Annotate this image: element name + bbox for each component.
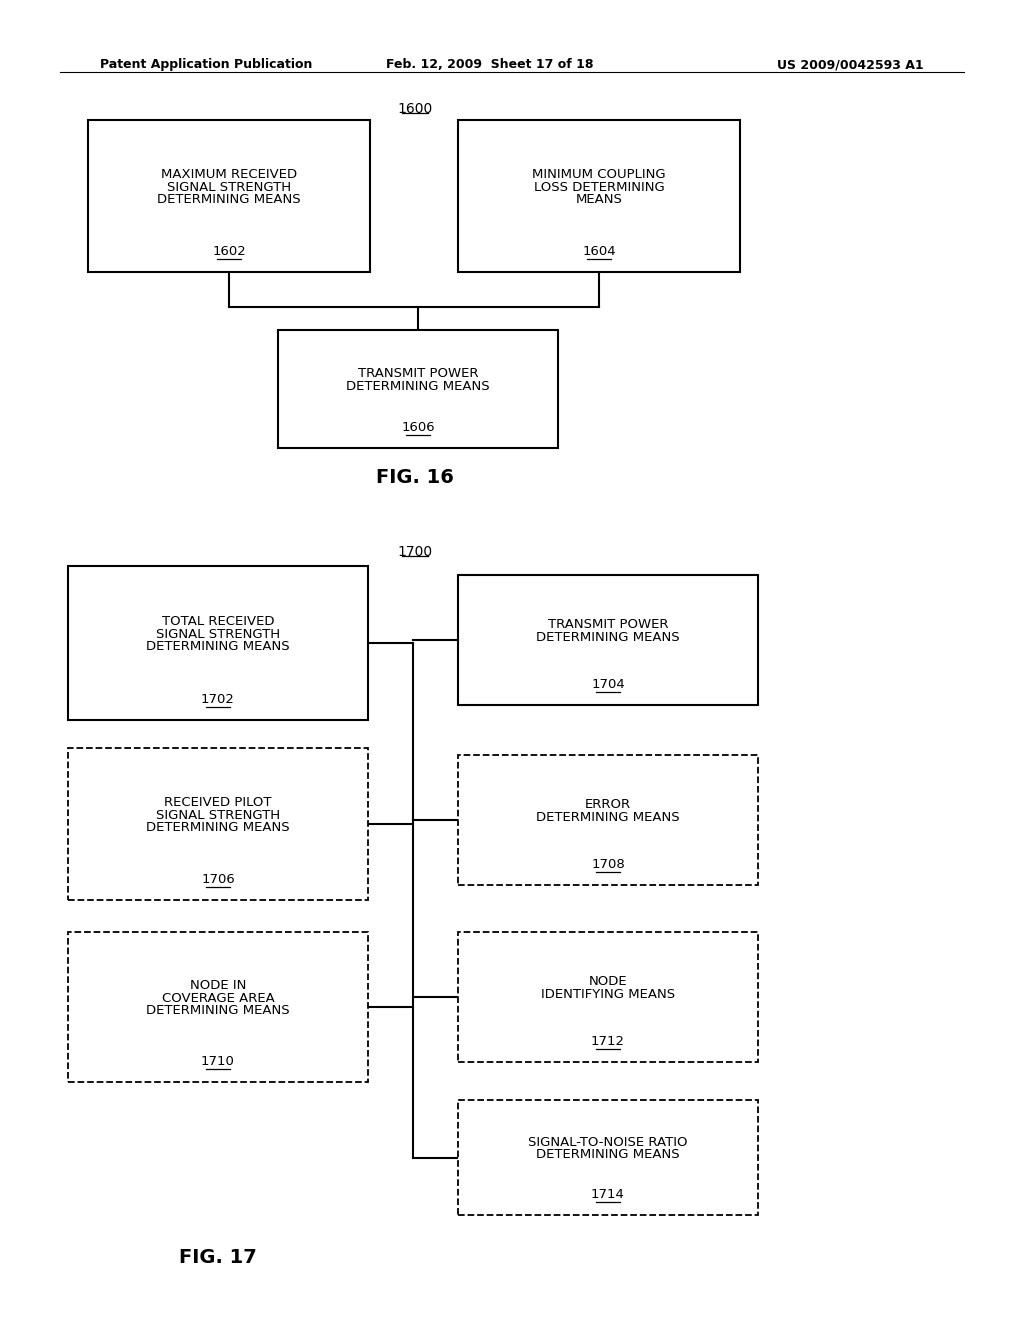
Text: DETERMINING MEANS: DETERMINING MEANS [537,810,680,824]
Bar [458,932,758,1063]
Text: MEANS: MEANS [575,193,623,206]
Bar [458,120,740,272]
Text: 1600: 1600 [397,102,432,116]
Text: NODE IN: NODE IN [189,978,246,991]
Text: LOSS DETERMINING: LOSS DETERMINING [534,181,665,194]
Text: RECEIVED PILOT: RECEIVED PILOT [164,796,271,809]
Text: MAXIMUM RECEIVED: MAXIMUM RECEIVED [161,168,297,181]
Text: DETERMINING MEANS: DETERMINING MEANS [146,1005,290,1018]
Text: 1714: 1714 [591,1188,625,1201]
Text: 1602: 1602 [212,246,246,257]
Text: 1604: 1604 [583,246,615,257]
Text: SIGNAL-TO-NOISE RATIO: SIGNAL-TO-NOISE RATIO [528,1135,688,1148]
Bar [88,120,370,272]
Text: DETERMINING MEANS: DETERMINING MEANS [537,1148,680,1162]
Text: COVERAGE AREA: COVERAGE AREA [162,991,274,1005]
Text: FIG. 17: FIG. 17 [179,1247,257,1267]
Text: NODE: NODE [589,975,628,989]
Text: 1712: 1712 [591,1035,625,1048]
Bar [278,330,558,447]
Text: SIGNAL STRENGTH: SIGNAL STRENGTH [156,809,280,821]
Bar [68,566,368,719]
Text: DETERMINING MEANS: DETERMINING MEANS [146,821,290,834]
Bar [458,1100,758,1214]
Text: Feb. 12, 2009  Sheet 17 of 18: Feb. 12, 2009 Sheet 17 of 18 [386,58,594,71]
Text: 1708: 1708 [591,858,625,871]
Text: SIGNAL STRENGTH: SIGNAL STRENGTH [156,627,280,640]
Text: ERROR: ERROR [585,799,631,810]
Text: 1702: 1702 [201,693,234,706]
Text: IDENTIFYING MEANS: IDENTIFYING MEANS [541,987,675,1001]
Text: TRANSMIT POWER: TRANSMIT POWER [357,367,478,380]
Text: FIG. 16: FIG. 16 [376,469,454,487]
Bar [458,576,758,705]
Text: 1704: 1704 [591,678,625,690]
Text: 1706: 1706 [201,873,234,886]
Text: 1606: 1606 [401,421,435,434]
Text: DETERMINING MEANS: DETERMINING MEANS [537,631,680,644]
Text: TRANSMIT POWER: TRANSMIT POWER [548,618,669,631]
Text: Patent Application Publication: Patent Application Publication [100,58,312,71]
Bar [458,755,758,884]
Text: TOTAL RECEIVED: TOTAL RECEIVED [162,615,274,628]
Text: DETERMINING MEANS: DETERMINING MEANS [158,193,301,206]
Text: DETERMINING MEANS: DETERMINING MEANS [346,380,489,393]
Text: SIGNAL STRENGTH: SIGNAL STRENGTH [167,181,291,194]
Text: DETERMINING MEANS: DETERMINING MEANS [146,640,290,653]
Bar [68,748,368,900]
Text: 1700: 1700 [397,545,432,558]
Text: MINIMUM COUPLING: MINIMUM COUPLING [532,168,666,181]
Text: US 2009/0042593 A1: US 2009/0042593 A1 [777,58,924,71]
Bar [68,932,368,1082]
Text: 1710: 1710 [201,1055,234,1068]
